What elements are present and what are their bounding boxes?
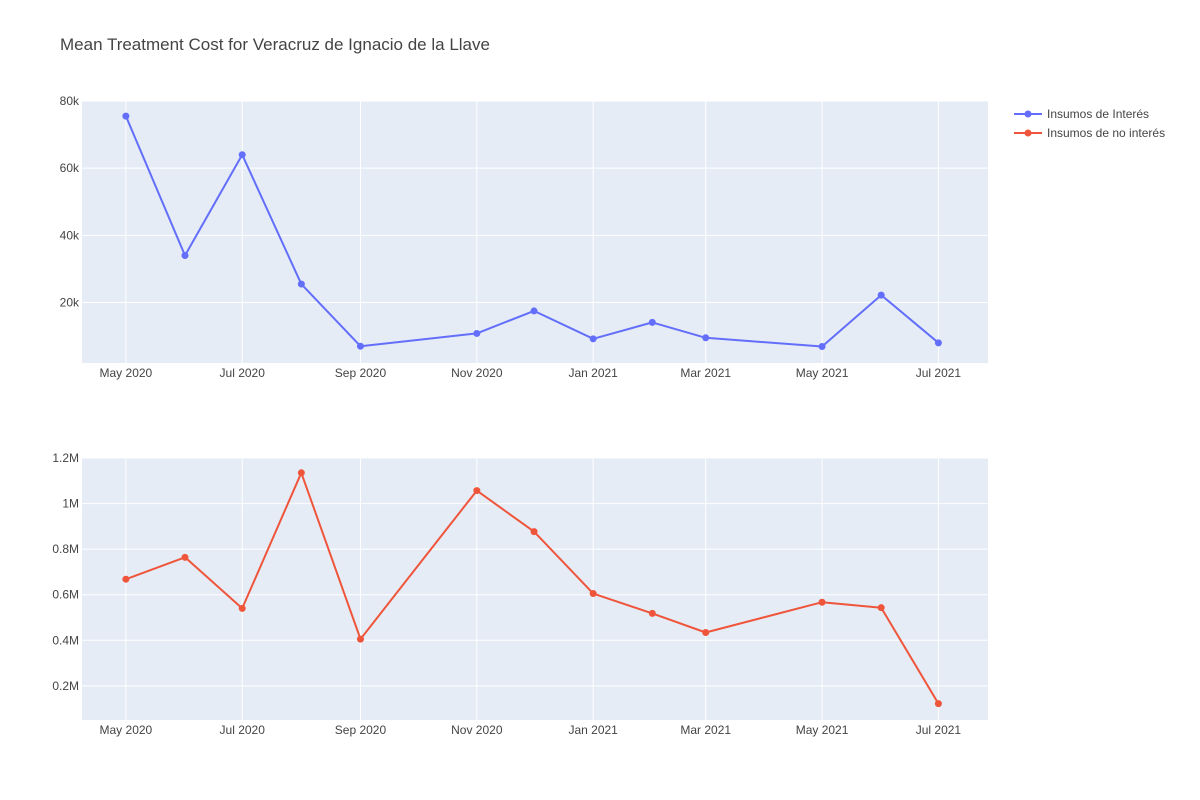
x-tick-label: Mar 2021: [680, 366, 731, 380]
x-tick-label: Nov 2020: [451, 723, 503, 737]
legend-label: Insumos de Interés: [1047, 107, 1149, 121]
x-tick-label: Sep 2020: [335, 366, 387, 380]
plot-area: [82, 101, 988, 363]
data-point[interactable]: [818, 343, 826, 351]
data-point[interactable]: [122, 575, 130, 583]
x-tick-label: Jul 2020: [220, 723, 266, 737]
y-tick-label: 0.4M: [52, 633, 79, 647]
data-point[interactable]: [356, 635, 364, 643]
y-tick-label: 0.6M: [52, 588, 79, 602]
y-tick-label: 80k: [60, 94, 80, 108]
legend-marker: [1024, 110, 1032, 118]
x-tick-label: Jan 2021: [568, 366, 618, 380]
y-tick-label: 0.8M: [52, 542, 79, 556]
subplot-1: May 2020 Jul 2020 Sep 2020 Nov 2020 Jan 2021…: [60, 94, 988, 380]
data-point[interactable]: [934, 700, 942, 708]
data-point[interactable]: [877, 604, 885, 612]
data-point[interactable]: [702, 334, 710, 342]
legend-marker: [1024, 129, 1032, 137]
data-point[interactable]: [702, 629, 710, 637]
data-point[interactable]: [877, 291, 885, 299]
y-tick-label: 20k: [60, 296, 80, 310]
data-point[interactable]: [648, 609, 656, 617]
data-point[interactable]: [238, 151, 246, 159]
y-tick-label: 0.2M: [52, 679, 79, 693]
y-tick-label: 60k: [60, 161, 80, 175]
data-point[interactable]: [589, 590, 597, 598]
y-tick-label: 1M: [62, 497, 79, 511]
subplot-2: May 2020 Jul 2020 Sep 2020 Nov 2020 Jan 2021…: [52, 451, 988, 737]
data-point[interactable]: [473, 329, 481, 337]
legend[interactable]: Insumos de Interés Insumos de no interés: [1014, 107, 1165, 140]
x-tick-label: Nov 2020: [451, 366, 503, 380]
chart-title: Mean Treatment Cost for Veracruz de Igna…: [60, 35, 490, 54]
data-point[interactable]: [297, 469, 305, 477]
data-point[interactable]: [297, 280, 305, 288]
legend-item[interactable]: Insumos de Interés: [1014, 107, 1149, 121]
data-point[interactable]: [648, 318, 656, 326]
data-point[interactable]: [238, 604, 246, 612]
data-point[interactable]: [589, 335, 597, 343]
data-point[interactable]: [181, 553, 189, 561]
data-point[interactable]: [122, 112, 130, 120]
data-point[interactable]: [181, 252, 189, 260]
x-tick-label: Jul 2020: [220, 366, 266, 380]
plot-area: [82, 458, 988, 720]
x-tick-label: May 2020: [100, 366, 153, 380]
x-tick-label: Jul 2021: [916, 723, 962, 737]
data-point[interactable]: [818, 598, 826, 606]
data-point[interactable]: [530, 528, 538, 536]
x-tick-label: Jul 2021: [916, 366, 962, 380]
legend-label: Insumos de no interés: [1047, 126, 1165, 140]
y-tick-label: 40k: [60, 228, 80, 242]
legend-item[interactable]: Insumos de no interés: [1014, 126, 1165, 140]
data-point[interactable]: [934, 339, 942, 347]
x-tick-label: May 2021: [796, 366, 849, 380]
x-tick-label: May 2021: [796, 723, 849, 737]
x-tick-label: Jan 2021: [568, 723, 618, 737]
x-tick-label: Sep 2020: [335, 723, 387, 737]
x-tick-label: Mar 2021: [680, 723, 731, 737]
data-point[interactable]: [473, 487, 481, 495]
data-point[interactable]: [530, 307, 538, 315]
data-point[interactable]: [356, 342, 364, 350]
x-tick-label: May 2020: [100, 723, 153, 737]
y-tick-label: 1.2M: [52, 451, 79, 465]
